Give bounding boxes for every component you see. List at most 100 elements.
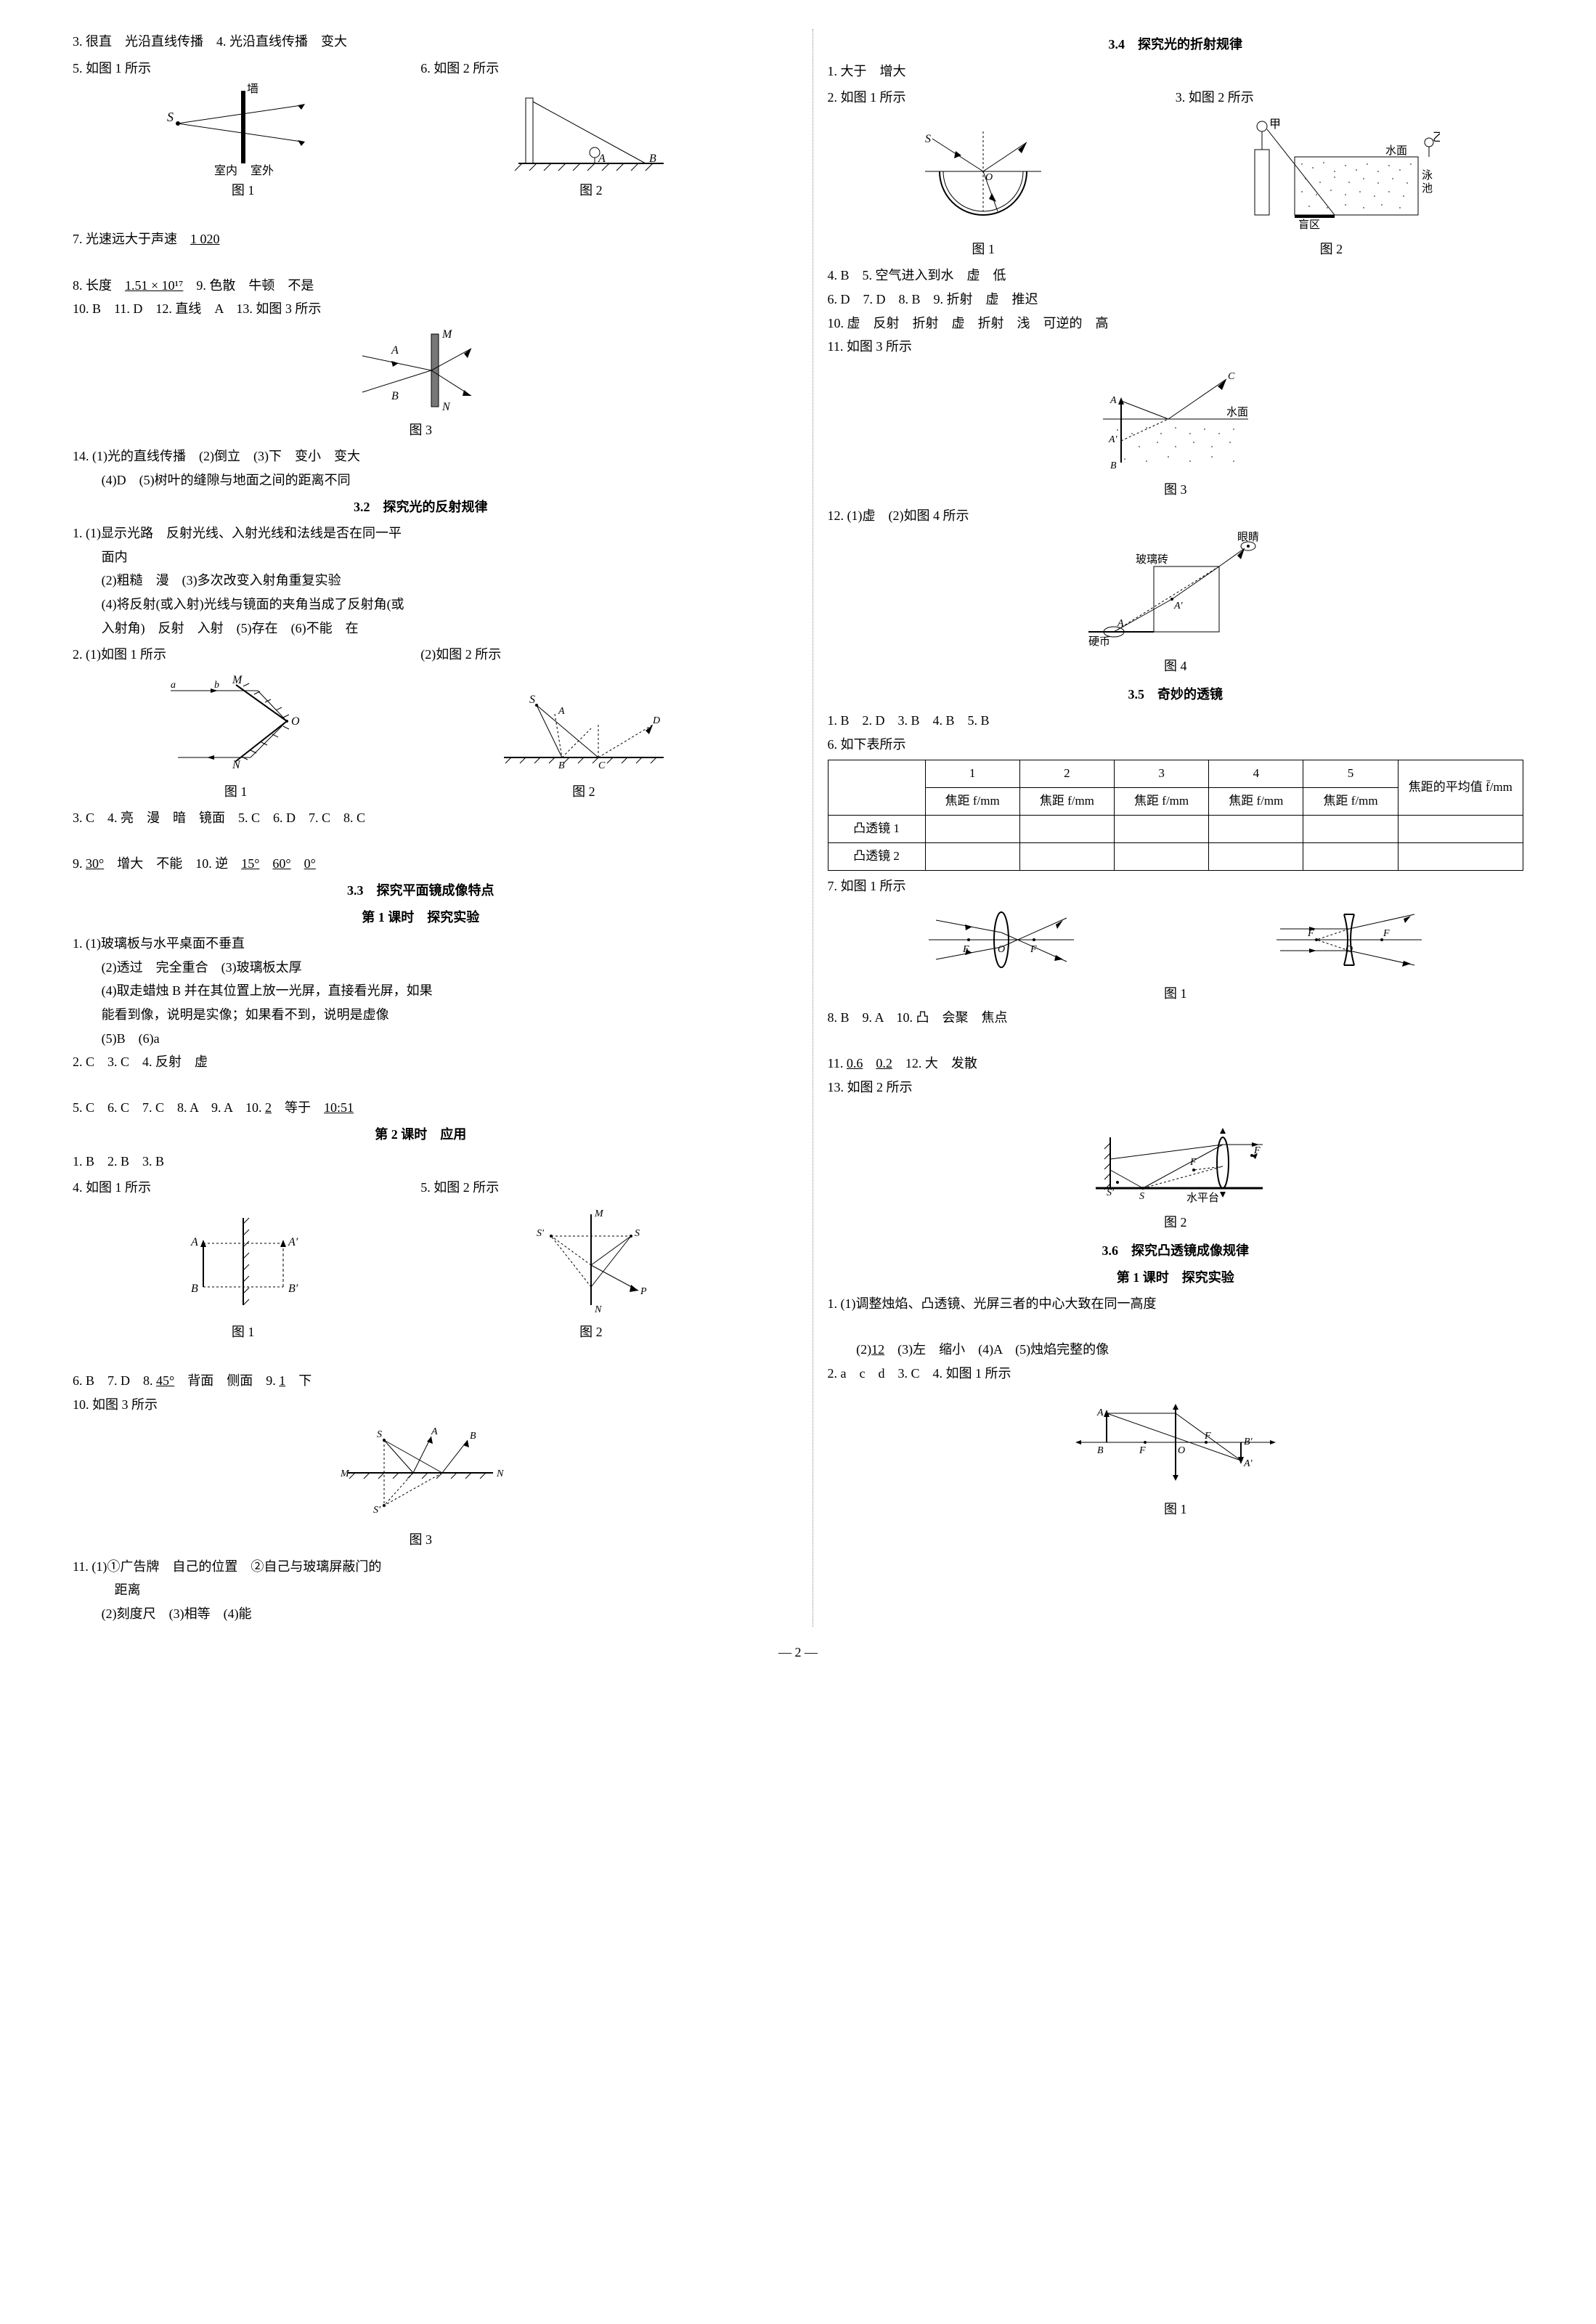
text-line: 6. 如下表所示 xyxy=(828,734,1524,756)
figure-3-2-1: M N O a b 图 1 xyxy=(163,670,309,805)
figure-3-4-1: S O 图 1 xyxy=(911,121,1056,262)
svg-text:A′: A′ xyxy=(1173,601,1184,612)
figure-3-6-1: F F O AB B′A′ 图 1 xyxy=(828,1388,1524,1522)
svg-text:泳: 泳 xyxy=(1422,169,1433,182)
text-line: 1. (1)显示光路 反射光线、入射光线和法线是否在同一平 xyxy=(73,522,769,545)
svg-text:N: N xyxy=(232,759,241,771)
text-line: (4)D (5)树叶的缝隙与地面之间的距离不同 xyxy=(73,469,769,492)
section-heading: 3.3 探究平面镜成像特点 xyxy=(73,879,769,902)
svg-text:玻璃砖: 玻璃砖 xyxy=(1136,553,1168,566)
svg-text:B′: B′ xyxy=(1244,1437,1253,1447)
svg-text:S: S xyxy=(925,133,931,145)
text-line: 10. 虚 反射 折射 虚 折射 浅 可逆的 高 xyxy=(828,312,1524,335)
section-heading: 3.6 探究凸透镜成像规律 xyxy=(828,1240,1524,1262)
svg-text:S: S xyxy=(1139,1191,1144,1202)
text-line: (2)12 (3)左 缩小 (4)A (5)烛焰完整的像 xyxy=(828,1317,1524,1361)
text-line: 3. C 4. 亮 漫 暗 镜面 5. C 6. D 7. C 8. C xyxy=(73,807,769,829)
svg-text:盲区: 盲区 xyxy=(1298,219,1320,231)
svg-text:B: B xyxy=(1097,1445,1104,1456)
figure-3-1-2: A B 图 2 xyxy=(504,84,678,203)
caption: 图 1 xyxy=(232,1321,255,1344)
text-line: 11. (1)①广告牌 自己的位置 ②自己与玻璃屏蔽门的 xyxy=(73,1556,769,1578)
svg-text:B: B xyxy=(470,1431,476,1442)
caption: 图 2 xyxy=(579,179,603,202)
figure-3-5-2: 水平台 F F S S′ 图 2 xyxy=(828,1101,1524,1235)
svg-text:B: B xyxy=(1110,460,1117,471)
svg-text:O: O xyxy=(1178,1445,1185,1456)
text-line: 2. a c d 3. C 4. 如图 1 所示 xyxy=(828,1362,1524,1385)
text-line: 7. 光速远大于声速 1 020 xyxy=(73,206,769,251)
figure-3-4-4: 玻璃砖 硬币 A A′ 眼睛 图 4 xyxy=(828,530,1524,679)
text-line: 9. 30° 增大 不能 10. 逆 15° 60° 0° xyxy=(73,831,769,875)
text-line: (2)透过 完全重合 (3)玻璃板太厚 xyxy=(73,956,769,979)
svg-text:P: P xyxy=(640,1286,647,1297)
text-line: 1. (1)玻璃板与水平桌面不垂直 xyxy=(73,933,769,955)
svg-text:S′: S′ xyxy=(1107,1187,1115,1198)
svg-text:室外: 室外 xyxy=(251,164,274,177)
figure-3-3b-1: A B A′ B′ 图 1 xyxy=(171,1211,316,1345)
text-line: 6. B 7. D 8. 45° 背面 侧面 9. 1 下 xyxy=(73,1347,769,1391)
text-line: 2. (1)如图 1 所示 xyxy=(73,643,420,666)
figure-row: M N O a b 图 1 S A B C xyxy=(73,670,769,805)
svg-text:M: M xyxy=(232,674,243,686)
figure-row: S O 图 1 甲 xyxy=(828,113,1524,262)
svg-text:N: N xyxy=(594,1304,602,1315)
caption: 图 1 xyxy=(232,179,255,202)
text-line: 10. 如图 3 所示 xyxy=(73,1394,769,1416)
text-line: (2)如图 2 所示 xyxy=(420,643,768,666)
svg-text:O: O xyxy=(1345,944,1353,955)
text-line: 1. B 2. B 3. B xyxy=(73,1150,769,1173)
svg-text:A′: A′ xyxy=(288,1236,298,1248)
caption: 图 3 xyxy=(410,1529,433,1551)
svg-text:A: A xyxy=(1117,618,1124,629)
text-line: 5. C 6. C 7. C 8. A 9. A 10. 2 等于 10:51 xyxy=(73,1075,769,1119)
svg-text:C: C xyxy=(598,760,606,771)
subsection-heading: 第 2 课时 应用 xyxy=(73,1124,769,1146)
left-column: 3. 很直 光沿直线传播 4. 光沿直线传播 变大 5. 如图 1 所示 6. … xyxy=(73,29,783,1627)
text-line: 12. (1)虚 (2)如图 4 所示 xyxy=(828,505,1524,527)
caption: 图 3 xyxy=(410,419,433,442)
caption: 图 2 xyxy=(572,781,595,803)
figure-row: A B A′ B′ 图 1 M N S S′ P xyxy=(73,1203,769,1345)
page-number: — 2 — xyxy=(73,1641,1523,1664)
text-line: 面内 xyxy=(73,546,769,569)
figure-3-4-3: 水面 A B A′ C 图 3 xyxy=(828,361,1524,503)
text-line: 10. B 11. D 12. 直线 A 13. 如图 3 所示 xyxy=(73,298,769,320)
svg-text:N: N xyxy=(441,401,451,413)
svg-text:A: A xyxy=(431,1426,438,1437)
text-line: 6. 如图 2 所示 xyxy=(420,57,768,80)
svg-text:A: A xyxy=(558,706,565,717)
svg-text:水面: 水面 xyxy=(1385,145,1407,157)
caption: 图 4 xyxy=(1164,655,1187,678)
svg-text:A: A xyxy=(1096,1407,1104,1418)
text-line: 6. D 7. D 8. B 9. 折射 虚 推迟 xyxy=(828,288,1524,311)
lens-table: 1 2 3 4 5 焦距的平均值 f̄/mm 焦距 f/mm焦距 f/mm焦距 … xyxy=(828,760,1524,871)
svg-text:乙: 乙 xyxy=(1433,131,1440,144)
svg-text:B: B xyxy=(391,390,399,402)
text-line: 3. 如图 2 所示 xyxy=(1176,86,1523,109)
svg-text:B: B xyxy=(191,1283,198,1295)
text-line: 8. B 9. A 10. 凸 会聚 焦点 xyxy=(828,1007,1524,1029)
caption: 图 1 xyxy=(224,781,248,803)
text-line: 1. B 2. D 3. B 4. B 5. B xyxy=(828,710,1524,732)
svg-text:S: S xyxy=(635,1228,640,1239)
text-line: 1. 大于 增大 xyxy=(828,60,1524,83)
text-line: 4. 如图 1 所示 xyxy=(73,1177,420,1199)
svg-text:S: S xyxy=(377,1429,382,1440)
svg-text:A: A xyxy=(1110,395,1117,406)
svg-text:A′: A′ xyxy=(1243,1458,1253,1469)
text-line: 5. 如图 1 所示 xyxy=(73,57,420,80)
caption: 图 1 xyxy=(828,983,1524,1005)
text-line: 4. B 5. 空气进入到水 虚 低 xyxy=(828,264,1524,287)
figure-3-5-1a: F F O xyxy=(918,900,1085,980)
svg-text:M: M xyxy=(340,1468,350,1479)
figure-3-3b-3: M N S S′ A B 图 3 xyxy=(73,1418,769,1553)
caption: 图 3 xyxy=(1164,479,1187,501)
svg-text:F: F xyxy=(1383,928,1390,939)
text-line: 入射角) 反射 入射 (5)存在 (6)不能 在 xyxy=(73,617,769,640)
label: 墙 xyxy=(247,84,258,95)
caption: 图 2 xyxy=(579,1321,603,1344)
svg-text:S: S xyxy=(167,110,174,124)
svg-text:眼睛: 眼睛 xyxy=(1237,531,1259,543)
svg-text:B: B xyxy=(649,153,656,165)
